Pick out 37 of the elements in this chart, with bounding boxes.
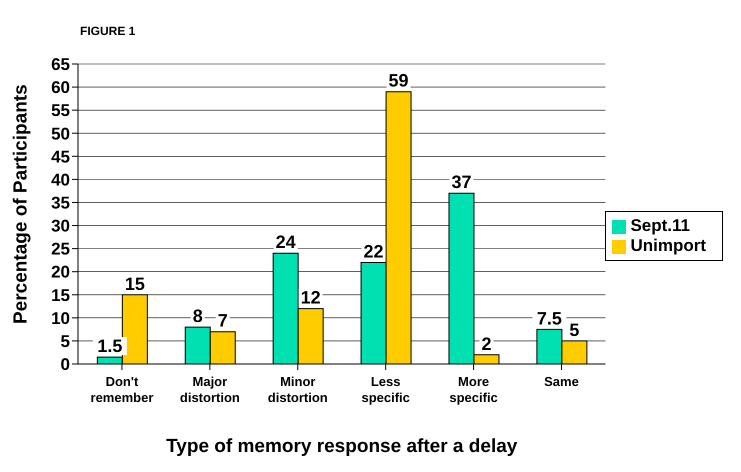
data-label: 12 [300, 288, 321, 308]
data-label: 5 [569, 320, 580, 340]
data-label: 59 [388, 70, 409, 91]
data-label: 7.5 [536, 308, 562, 328]
x-tick-label: Same [544, 374, 579, 389]
data-label: 15 [124, 274, 145, 294]
y-tick-label: 65 [51, 55, 70, 74]
x-tick-label: Major distortion [180, 374, 240, 405]
y-tick-label: 25 [51, 240, 70, 259]
y-tick-label: 50 [51, 124, 70, 144]
y-tick-label: 10 [51, 308, 70, 328]
x-tick-label: Minor distortion [268, 374, 328, 405]
y-tick-label: 45 [51, 147, 70, 166]
y-tick-label: 30 [51, 216, 70, 236]
chart-title: FIGURE 1 [80, 24, 136, 38]
legend-label: Unimport [630, 236, 706, 255]
y-tick-label: 20 [51, 262, 70, 282]
x-tick-label: Less specific [361, 374, 410, 405]
y-tick-label: 0 [60, 355, 70, 374]
y-tick-label: 5 [60, 332, 70, 351]
data-label: 24 [276, 232, 296, 252]
y-tick-label: 60 [51, 78, 70, 98]
data-label: 2 [481, 334, 492, 354]
x-axis-title: Type of memory response after a delay [166, 436, 518, 457]
legend-label: Sept.11 [630, 216, 690, 235]
x-tick-label: More specific [449, 374, 498, 405]
data-label: 37 [451, 172, 472, 192]
y-tick-label: 55 [51, 101, 70, 120]
data-label: 7 [218, 310, 228, 331]
data-label: 22 [364, 241, 384, 262]
data-label: 8 [192, 306, 203, 326]
y-tick-label: 35 [51, 193, 70, 212]
y-axis-title: Percentage of Participants [10, 84, 32, 324]
data-label: 1.5 [97, 336, 122, 356]
x-tick-label: Don't remember [90, 374, 154, 405]
y-tick-label: 15 [51, 286, 70, 305]
y-tick-label: 40 [51, 170, 70, 190]
